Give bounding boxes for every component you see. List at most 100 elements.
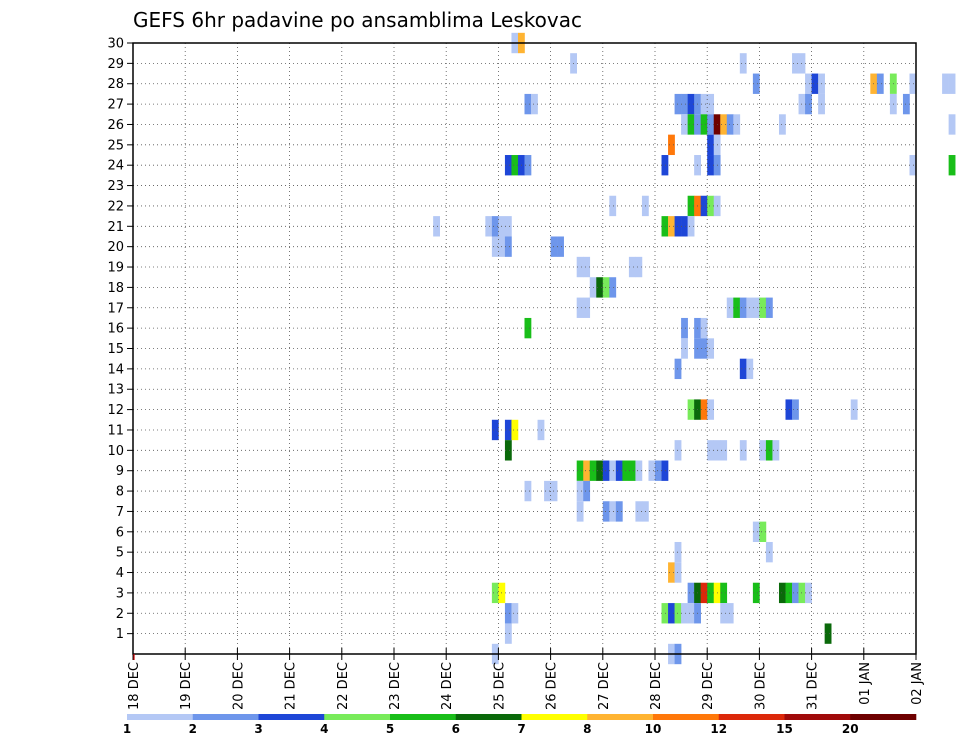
heatmap-cell (628, 460, 636, 481)
heatmap-cell (655, 460, 662, 481)
heatmap-cell (504, 236, 512, 257)
heatmap-cell (635, 460, 643, 481)
heatmap-cell (687, 216, 695, 237)
heatmap-cell (720, 440, 728, 461)
colorbar-swatch (653, 714, 720, 720)
heatmap-cell (511, 603, 519, 624)
heatmap-cell (583, 460, 591, 481)
heatmap-cell (681, 603, 688, 624)
heatmap-cell (778, 582, 786, 604)
heatmap-cell (707, 93, 715, 115)
heatmap-cell (909, 73, 917, 94)
heatmap-cell (902, 93, 910, 115)
heatmap-cell (661, 216, 669, 237)
heatmap-cell (602, 501, 610, 522)
heatmap-cell (720, 603, 728, 624)
heatmap-cell (668, 134, 675, 156)
heatmap-cell (615, 501, 623, 522)
x-tick-label: 18 DEC (127, 662, 142, 710)
x-tick-label: 26 DEC (545, 662, 560, 710)
x-tick-label: 19 DEC (179, 662, 194, 710)
heatmap-cell (739, 53, 747, 74)
y-tick-label: 6 (116, 525, 124, 540)
heatmap-cell (557, 236, 564, 257)
colorbar-swatch (192, 714, 259, 720)
heatmap-cell (524, 480, 532, 502)
heatmap-cell (792, 399, 799, 420)
colorbar-label: 10 (645, 722, 662, 736)
heatmap-cell (805, 582, 812, 604)
heatmap-cell (752, 521, 760, 542)
heatmap-cell (700, 114, 708, 135)
x-tick-label: 22 DEC (336, 662, 351, 710)
heatmap-cell (609, 277, 617, 298)
heatmap-cell (942, 73, 949, 94)
heatmap-cell (576, 256, 584, 278)
heatmap-cell (752, 582, 760, 604)
heatmap-cell (576, 480, 584, 502)
heatmap-cell (700, 582, 708, 604)
x-tick-label: 25 DEC (492, 662, 507, 710)
heatmap-cell (615, 460, 623, 481)
heatmap-cell (681, 338, 688, 359)
heatmap-cell (772, 440, 780, 461)
heatmap-cell (609, 501, 617, 522)
x-tick-label: 27 DEC (597, 662, 612, 710)
heatmap-cell (707, 134, 715, 156)
heatmap-cell (948, 73, 956, 94)
heatmap-cell (583, 297, 591, 318)
heatmap-cell (550, 236, 558, 257)
y-tick-label: 21 (107, 220, 124, 235)
colorbar-swatch (258, 714, 325, 720)
heatmap-cell (668, 216, 675, 237)
heatmap-cell (576, 501, 584, 522)
heatmap-cell (759, 440, 767, 461)
y-tick-label: 10 (107, 444, 124, 459)
y-tick-label: 3 (116, 586, 124, 601)
heatmap-cell (792, 582, 799, 604)
colorbar-label: 12 (710, 722, 727, 736)
heatmap-cell (681, 317, 688, 339)
heatmap-cell (700, 93, 708, 115)
heatmap-cell (661, 603, 669, 624)
heatmap-cell (537, 419, 545, 441)
x-axis: 18 DEC 19 DEC 20 DEC 21 DEC 22 DEC 23 DEC 24 D… (127, 648, 925, 710)
colorbar: 1 2 3 4 5 6 7 8 10 12 15 20 (123, 714, 917, 736)
x-tick-label: 20 DEC (231, 662, 246, 710)
y-tick-label: 16 (107, 322, 124, 337)
heatmap-cell (504, 216, 512, 237)
y-tick-label: 12 (107, 403, 124, 418)
y-tick-label: 7 (116, 505, 124, 520)
heatmap-cell (824, 623, 832, 644)
heatmap-cell (850, 399, 858, 420)
y-tick-label: 18 (107, 281, 124, 296)
heatmap-cell (739, 440, 747, 461)
x-tick-label: 31 DEC (806, 662, 821, 710)
heatmap-cell (707, 338, 715, 359)
heatmap-cell (661, 460, 669, 481)
x-tick-label: 28 DEC (649, 662, 664, 710)
y-tick-label: 22 (107, 199, 124, 214)
heatmap-cell (583, 256, 591, 278)
heatmap-cell (805, 93, 812, 115)
heatmap-cell (700, 338, 708, 359)
heatmap-cell (668, 562, 675, 583)
colorbar-label: 20 (842, 722, 859, 736)
heatmap-cell (778, 114, 786, 135)
heatmap-cell (707, 582, 715, 604)
heatmap-cell (707, 399, 715, 420)
heatmap-cell (602, 277, 610, 298)
heatmap-cell (700, 195, 708, 217)
colorbar-label: 7 (517, 722, 525, 736)
colorbar-swatch (718, 714, 785, 720)
heatmap-cell (491, 582, 499, 604)
heatmap-cell (726, 603, 734, 624)
y-tick-label: 17 (107, 301, 124, 316)
colorbar-swatch (850, 714, 917, 720)
heatmap-cell (544, 480, 551, 502)
y-tick-label: 30 (107, 37, 124, 52)
y-tick-label: 24 (107, 159, 124, 174)
heatmap-cell (948, 114, 956, 135)
heatmap-cell (687, 399, 695, 420)
heatmap-cell (609, 460, 617, 481)
